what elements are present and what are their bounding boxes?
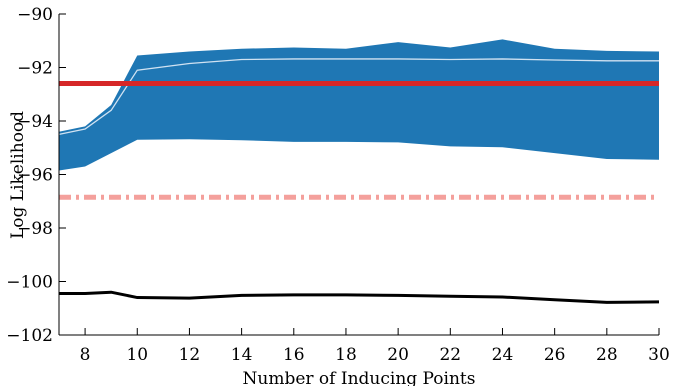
- y-tick-label: −98: [17, 219, 53, 239]
- plot-area: [58, 39, 660, 304]
- y-tick-label: −94: [17, 112, 53, 132]
- y-axis-ticks: −102 −100 −98 −96 −94 −92 −90: [6, 5, 66, 346]
- x-tick-label: 10: [126, 345, 148, 365]
- x-tick-label: 24: [492, 345, 514, 365]
- y-tick-label: −92: [17, 59, 53, 79]
- x-tick-label: 30: [648, 345, 670, 365]
- mean-line: [58, 58, 659, 136]
- x-tick-label: 22: [439, 345, 461, 365]
- x-tick-label: 16: [283, 345, 305, 365]
- y-tick-label: −96: [17, 166, 53, 186]
- x-tick-label: 20: [387, 345, 409, 365]
- x-tick-label: 26: [544, 345, 566, 365]
- black-line: [59, 290, 660, 304]
- y-tick-label: −102: [6, 326, 53, 346]
- y-tick-label: −100: [6, 273, 53, 293]
- y-axis-label: Log Likelihood: [8, 111, 28, 239]
- x-tick-label: 18: [335, 345, 357, 365]
- x-axis-label: Number of Inducing Points: [243, 369, 476, 386]
- x-tick-label: 14: [231, 345, 253, 365]
- x-tick-label: 28: [596, 345, 618, 365]
- x-tick-label: 8: [80, 345, 91, 365]
- x-axis-ticks: 8 10 12 14 16 18 20 22 24 26 28 30: [80, 328, 670, 365]
- x-tick-label: 12: [179, 345, 201, 365]
- y-tick-label: −90: [17, 5, 53, 25]
- confidence-band: [59, 39, 659, 171]
